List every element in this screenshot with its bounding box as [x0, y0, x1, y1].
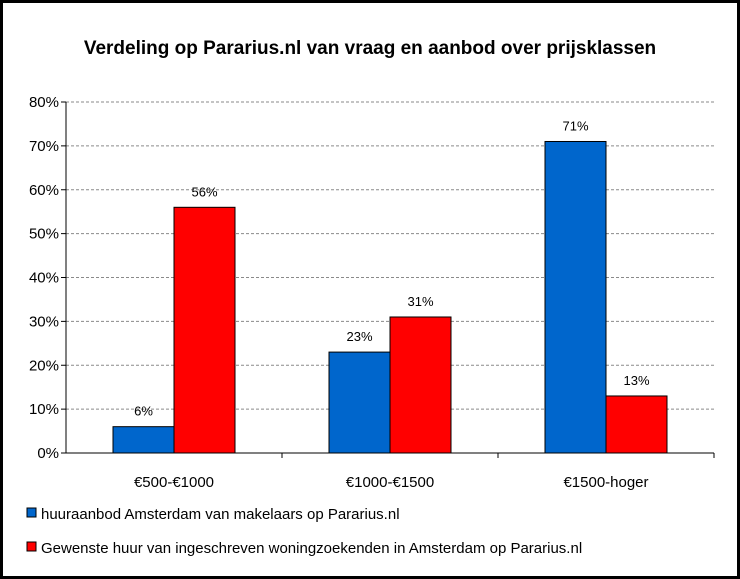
bar — [605, 395, 668, 454]
data-label: 6% — [134, 404, 153, 419]
bar — [328, 351, 391, 454]
x-category-label: €500-€1000 — [134, 474, 214, 491]
data-label: 56% — [191, 184, 217, 199]
bar — [544, 140, 607, 454]
legend: huuraanbod Amsterdam van makelaars op Pa… — [26, 506, 582, 557]
legend-label: huuraanbod Amsterdam van makelaars op Pa… — [41, 506, 400, 523]
data-labels: 6% 56% 23% 31% 71% 13% — [134, 118, 650, 418]
axes — [65, 102, 715, 458]
bar — [389, 316, 452, 454]
data-label: 31% — [407, 294, 433, 309]
legend-swatch — [26, 541, 37, 552]
y-tick-label: 40% — [29, 270, 59, 287]
y-axis-ticks: 0% 10% 20% 30% 40% 50% 60% 70% 80% — [29, 94, 66, 462]
y-tick-label: 60% — [29, 182, 59, 199]
y-tick-label: 80% — [29, 94, 59, 111]
x-category-label: €1500-hoger — [563, 474, 648, 491]
chart-title: Verdeling op Pararius.nl van vraag en aa… — [84, 38, 656, 59]
x-axis-categories: €500-€1000 €1000-€1500 €1500-hoger — [134, 474, 649, 491]
y-tick-label: 20% — [29, 357, 59, 374]
legend-label: Gewenste huur van ingeschreven woningzoe… — [41, 540, 582, 557]
x-category-label: €1000-€1500 — [346, 474, 434, 491]
chart-canvas: Verdeling op Pararius.nl van vraag en aa… — [26, 38, 715, 557]
y-tick-label: 50% — [29, 226, 59, 243]
data-label: 23% — [346, 329, 372, 344]
y-tick-label: 30% — [29, 313, 59, 330]
bar — [112, 426, 175, 454]
y-tick-label: 70% — [29, 138, 59, 155]
data-label: 13% — [623, 373, 649, 388]
y-tick-label: 10% — [29, 401, 59, 418]
y-tick-label: 0% — [37, 445, 59, 462]
data-label: 71% — [562, 118, 588, 133]
legend-swatch — [26, 507, 37, 518]
bar — [173, 206, 236, 454]
